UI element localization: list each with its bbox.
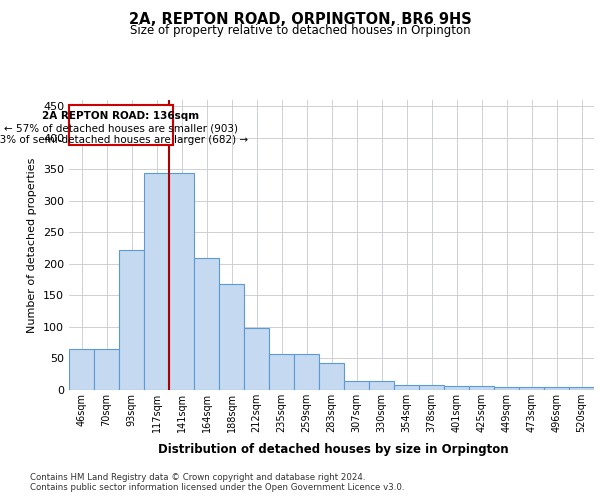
Bar: [519, 387, 544, 390]
Bar: [94, 349, 119, 390]
Bar: [419, 385, 444, 390]
Text: ← 57% of detached houses are smaller (903): ← 57% of detached houses are smaller (90…: [4, 124, 238, 134]
Bar: [494, 387, 519, 390]
Bar: [394, 385, 419, 390]
Bar: [169, 172, 194, 390]
Text: Distribution of detached houses by size in Orpington: Distribution of detached houses by size …: [158, 442, 508, 456]
Bar: [69, 349, 94, 390]
Bar: [444, 386, 469, 390]
FancyBboxPatch shape: [69, 105, 173, 146]
Text: 2A, REPTON ROAD, ORPINGTON, BR6 9HS: 2A, REPTON ROAD, ORPINGTON, BR6 9HS: [128, 12, 472, 28]
Text: Size of property relative to detached houses in Orpington: Size of property relative to detached ho…: [130, 24, 470, 37]
Bar: [344, 381, 369, 390]
Bar: [194, 258, 219, 390]
Bar: [319, 363, 344, 390]
Bar: [269, 354, 294, 390]
Bar: [244, 328, 269, 390]
Text: Contains HM Land Registry data © Crown copyright and database right 2024.: Contains HM Land Registry data © Crown c…: [30, 472, 365, 482]
Text: 2A REPTON ROAD: 136sqm: 2A REPTON ROAD: 136sqm: [43, 112, 199, 122]
Bar: [144, 172, 169, 390]
Bar: [544, 387, 569, 390]
Text: 43% of semi-detached houses are larger (682) →: 43% of semi-detached houses are larger (…: [0, 136, 248, 145]
Bar: [569, 388, 594, 390]
Bar: [119, 250, 144, 390]
Bar: [294, 354, 319, 390]
Bar: [219, 284, 244, 390]
Bar: [469, 386, 494, 390]
Bar: [369, 381, 394, 390]
Y-axis label: Number of detached properties: Number of detached properties: [28, 158, 37, 332]
Text: Contains public sector information licensed under the Open Government Licence v3: Contains public sector information licen…: [30, 482, 404, 492]
